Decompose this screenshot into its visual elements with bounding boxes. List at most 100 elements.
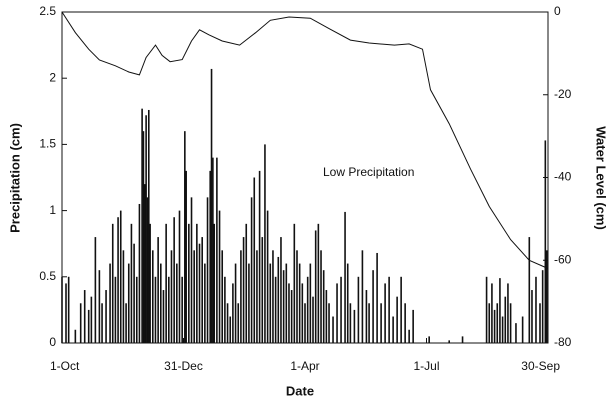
bar: [535, 276, 537, 343]
bar: [160, 263, 162, 343]
bar: [266, 210, 269, 343]
bar: [288, 283, 290, 343]
x-tick-label: 1-Apr: [290, 359, 319, 373]
bar: [154, 276, 157, 343]
bar: [282, 270, 285, 343]
bar: [296, 250, 298, 343]
bar: [258, 170, 261, 343]
bar: [67, 276, 70, 343]
bar: [361, 250, 364, 343]
bar: [372, 270, 374, 343]
bar: [130, 223, 133, 343]
bar: [539, 303, 541, 343]
bar: [237, 303, 240, 343]
bar: [204, 263, 206, 343]
bar: [272, 250, 274, 343]
bar: [388, 276, 390, 343]
bar: [248, 263, 250, 343]
bar: [221, 250, 224, 343]
bar: [312, 296, 314, 343]
bar: [314, 230, 317, 343]
bar: [201, 237, 203, 343]
y2-tick-label: -60: [554, 252, 572, 266]
y2-tick-label: -40: [554, 170, 572, 184]
bar: [119, 210, 122, 343]
y-tick-label: 1.5: [39, 137, 56, 151]
bar: [346, 263, 349, 343]
bar: [101, 303, 103, 343]
bar: [83, 290, 86, 343]
bar: [188, 223, 190, 343]
bar: [528, 237, 531, 343]
bar: [138, 203, 141, 343]
bar: [109, 263, 111, 343]
bar: [98, 270, 101, 343]
bar: [125, 303, 127, 343]
bar: [392, 316, 394, 343]
bar: [212, 157, 214, 343]
bar: [146, 197, 149, 343]
bar: [349, 303, 352, 343]
x-tick-label: 1-Jul: [413, 359, 439, 373]
bar: [376, 252, 378, 343]
y-tick-label: 1: [49, 203, 56, 217]
bar: [496, 303, 499, 343]
bar: [65, 283, 67, 343]
bar: [357, 276, 360, 343]
bar: [408, 329, 410, 343]
bar: [196, 223, 198, 343]
bar: [250, 197, 253, 343]
bar: [504, 296, 507, 343]
bar: [87, 309, 90, 343]
bar: [448, 340, 450, 343]
bar: [322, 270, 325, 343]
bar: [515, 323, 517, 343]
bar: [162, 290, 165, 343]
bar: [507, 283, 509, 343]
bar: [147, 109, 150, 343]
bar: [380, 303, 382, 343]
y2-tick-label: 0: [554, 4, 561, 18]
bar: [541, 270, 544, 343]
bar: [245, 223, 248, 343]
bar: [277, 256, 280, 343]
bar: [234, 263, 237, 343]
y-tick-label: 0.5: [39, 269, 56, 283]
y-tick-label: 2.5: [39, 4, 56, 18]
y2-axis-label: Water Level (cm): [594, 126, 609, 230]
bar: [285, 263, 288, 343]
bar: [74, 329, 77, 343]
bar: [298, 263, 301, 343]
bar: [122, 250, 125, 343]
bar: [142, 131, 145, 343]
bar: [190, 197, 193, 343]
bar: [328, 303, 330, 343]
bar: [491, 283, 493, 343]
water-level-line: [61, 11, 549, 269]
bar: [253, 177, 256, 343]
bar: [304, 303, 306, 343]
bar: [210, 68, 213, 343]
y2-tick-label: -80: [554, 335, 572, 349]
bar: [157, 237, 159, 343]
bar: [184, 131, 186, 343]
bar: [509, 303, 512, 343]
bar: [170, 250, 173, 343]
bar: [216, 157, 218, 343]
bar: [111, 223, 114, 343]
x-tick-label: 1-Oct: [50, 359, 80, 373]
bar: [232, 283, 234, 343]
bar: [181, 276, 183, 343]
bar: [143, 184, 146, 343]
bar: [185, 170, 187, 343]
bar: [149, 223, 151, 343]
bar: [240, 250, 242, 343]
bar: [264, 144, 266, 343]
bar: [344, 211, 346, 343]
bar: [176, 263, 178, 343]
bar: [226, 303, 229, 343]
bar: [428, 336, 430, 343]
annotation: Low Precipitation: [323, 165, 414, 179]
x-tick-label: 31-Dec: [164, 359, 203, 373]
